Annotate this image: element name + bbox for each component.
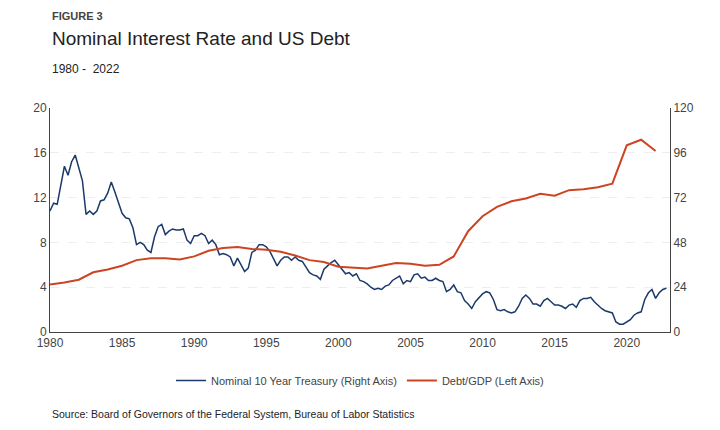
svg-text:Nominal 10 Year Treasury (Righ: Nominal 10 Year Treasury (Right Axis) [211,375,397,387]
svg-text:4: 4 [40,280,47,294]
svg-text:2015: 2015 [541,336,568,350]
svg-text:0: 0 [673,325,680,339]
svg-text:1980 - 2022: 1980 - 2022 [52,62,120,76]
svg-text:Nominal Interest Rate and US D: Nominal Interest Rate and US Debt [52,28,351,49]
svg-text:48: 48 [673,236,687,250]
svg-text:72: 72 [673,191,687,205]
svg-text:2000: 2000 [325,336,352,350]
svg-text:FIGURE 3: FIGURE 3 [52,10,103,22]
svg-text:8: 8 [40,236,47,250]
svg-text:1985: 1985 [109,336,136,350]
svg-text:120: 120 [673,101,693,115]
svg-text:20: 20 [33,101,47,115]
svg-text:1990: 1990 [181,336,208,350]
svg-text:0: 0 [40,325,47,339]
svg-text:16: 16 [33,146,47,160]
svg-text:Source: Board of Governors of: Source: Board of Governors of the Federa… [52,408,414,420]
svg-text:96: 96 [673,146,687,160]
svg-text:1995: 1995 [253,336,280,350]
svg-text:12: 12 [33,191,47,205]
svg-text:Debt/GDP (Left Axis): Debt/GDP (Left Axis) [442,375,544,387]
svg-text:1980: 1980 [37,336,64,350]
svg-text:2005: 2005 [397,336,424,350]
svg-text:2020: 2020 [613,336,640,350]
svg-text:24: 24 [673,280,687,294]
svg-text:2010: 2010 [469,336,496,350]
